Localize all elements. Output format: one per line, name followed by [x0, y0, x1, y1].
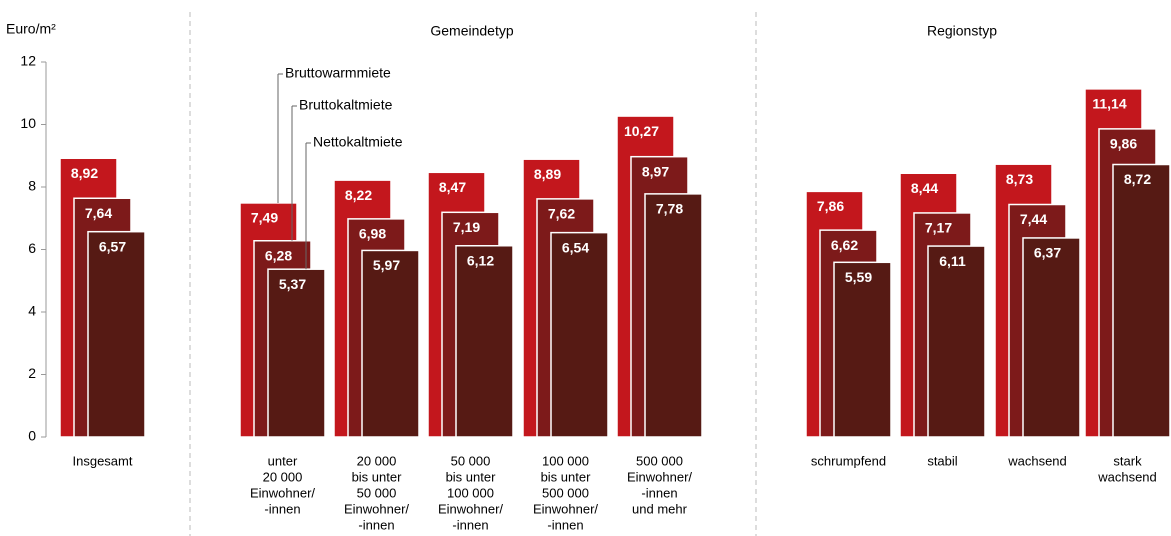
- y-tick-label: 2: [28, 365, 36, 381]
- x-tick-label: -innen: [547, 517, 583, 532]
- x-tick-label: bis unter: [541, 469, 592, 484]
- bar: [833, 261, 892, 438]
- x-tick-label: -innen: [358, 517, 394, 532]
- x-tick-label: 500 000: [636, 453, 683, 468]
- value-label: 7,64: [85, 205, 112, 221]
- x-tick-label: 20 000: [357, 453, 397, 468]
- value-label: 8,22: [345, 187, 372, 203]
- value-label: 9,86: [1110, 136, 1137, 152]
- value-label: 7,78: [656, 201, 683, 217]
- x-tick-label: Einwohner/: [438, 501, 503, 516]
- value-label: 8,44: [911, 180, 938, 196]
- value-label: 5,97: [373, 257, 400, 273]
- x-tick-label: schrumpfend: [811, 453, 886, 468]
- value-label: 5,37: [279, 276, 306, 292]
- bar: [87, 230, 146, 438]
- x-tick-label: wachsend: [1007, 453, 1067, 468]
- bar: [550, 231, 609, 438]
- value-label: 6,62: [831, 237, 858, 253]
- value-label: 8,47: [439, 179, 466, 195]
- value-label: 8,73: [1006, 171, 1033, 187]
- value-label: 5,59: [845, 269, 872, 285]
- x-tick-label: 500 000: [542, 485, 589, 500]
- bar: [361, 249, 420, 438]
- x-tick-label: Einwohner/: [344, 501, 409, 516]
- value-label: 6,28: [265, 247, 292, 263]
- group-title: Gemeindetyp: [430, 23, 513, 39]
- y-tick-label: 8: [28, 178, 36, 194]
- x-tick-label: 100 000: [447, 485, 494, 500]
- value-label: 7,44: [1020, 211, 1047, 227]
- x-tick-label: -innen: [264, 501, 300, 516]
- x-tick-label: -innen: [641, 485, 677, 500]
- value-label: 7,62: [548, 206, 575, 222]
- legend-label: Nettokaltmiete: [313, 134, 403, 150]
- value-label: 8,92: [71, 165, 98, 181]
- x-tick-label: 50 000: [357, 485, 397, 500]
- x-tick-label: 20 000: [263, 469, 303, 484]
- x-tick-label: 100 000: [542, 453, 589, 468]
- value-label: 11,14: [1092, 96, 1126, 112]
- value-label: 7,19: [453, 219, 480, 235]
- value-label: 7,86: [817, 198, 844, 214]
- value-label: 8,97: [642, 163, 669, 179]
- x-tick-label: stabil: [927, 453, 957, 468]
- value-label: 6,11: [939, 253, 966, 269]
- bar: [1022, 237, 1081, 438]
- bar: [644, 193, 703, 438]
- group-title: Regionstyp: [927, 23, 997, 39]
- x-tick-label: und mehr: [632, 501, 688, 516]
- value-label: 7,17: [925, 220, 952, 236]
- x-tick-label: stark: [1113, 453, 1142, 468]
- legend-label: Bruttokaltmiete: [299, 97, 393, 113]
- x-tick-label: bis unter: [446, 469, 497, 484]
- value-label: 6,54: [562, 239, 589, 255]
- bar: [455, 245, 514, 438]
- y-tick-label: 0: [28, 428, 36, 444]
- x-tick-label: -innen: [452, 517, 488, 532]
- value-label: 6,12: [467, 252, 494, 268]
- y-tick-label: 4: [28, 303, 36, 319]
- y-tick-label: 6: [28, 240, 36, 256]
- y-tick-label: 10: [20, 115, 36, 131]
- value-label: 7,49: [251, 210, 278, 226]
- x-tick-label: bis unter: [352, 469, 403, 484]
- bar: [927, 245, 986, 438]
- value-label: 6,98: [359, 226, 386, 242]
- bar: [1112, 163, 1171, 438]
- x-tick-label: wachsend: [1097, 469, 1157, 484]
- y-tick-label: 12: [20, 53, 36, 69]
- value-label: 6,37: [1034, 245, 1061, 261]
- x-tick-label: Einwohner/: [250, 485, 315, 500]
- x-tick-label: Einwohner/: [533, 501, 598, 516]
- y-axis-label: Euro/m²: [6, 21, 56, 37]
- x-tick-label: unter: [268, 453, 298, 468]
- x-tick-label: Einwohner/: [627, 469, 692, 484]
- value-label: 10,27: [624, 123, 659, 139]
- bar: [267, 268, 326, 438]
- x-tick-label: Insgesamt: [73, 453, 133, 468]
- value-label: 8,72: [1124, 171, 1151, 187]
- value-label: 8,89: [534, 166, 561, 182]
- legend-label: Bruttowarmmiete: [285, 65, 391, 81]
- value-label: 6,57: [99, 238, 126, 254]
- x-tick-label: 50 000: [451, 453, 491, 468]
